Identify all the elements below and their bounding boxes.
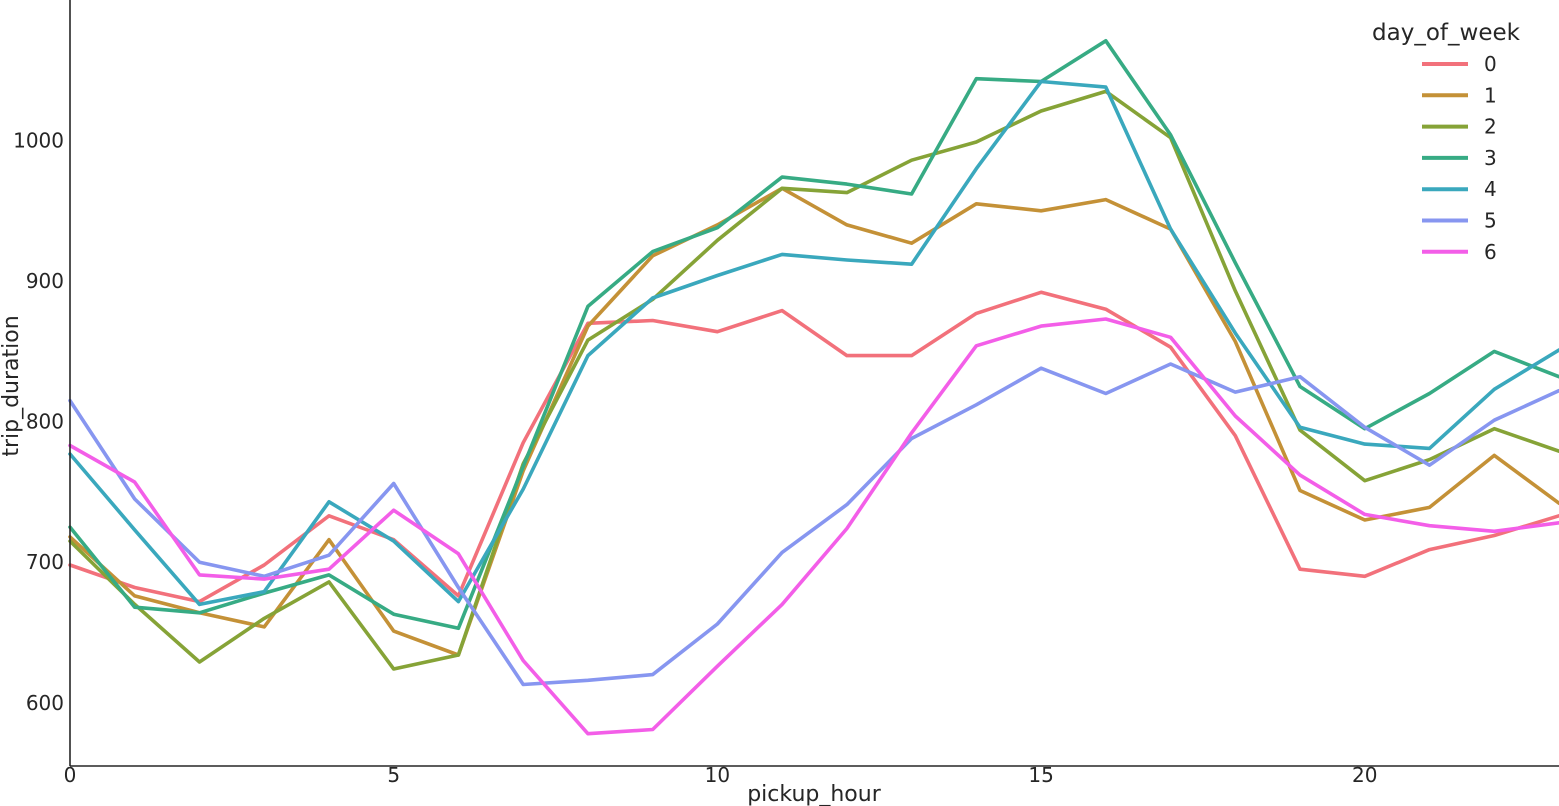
y-tick-label: 700 [26, 550, 64, 574]
x-tick-label: 0 [64, 763, 77, 787]
y-tick-label: 1000 [13, 129, 64, 153]
x-axis-title: pickup_hour [747, 782, 881, 806]
legend-label-2: 2 [1484, 115, 1497, 139]
x-tick-label: 20 [1352, 763, 1377, 787]
series-line-6 [68, 317, 1559, 736]
y-tick-label: 900 [26, 269, 64, 293]
series-line-3 [68, 38, 1559, 631]
legend-label-1: 1 [1484, 83, 1497, 107]
series-line-2 [68, 89, 1559, 671]
legend-label-3: 3 [1484, 146, 1497, 170]
x-tick-label: 10 [705, 763, 730, 787]
x-tick-label: 5 [387, 763, 400, 787]
legend-label-6: 6 [1484, 240, 1497, 264]
x-tick-label: 15 [1028, 763, 1053, 787]
x-tick-labels: 0 5 10 15 20 [64, 763, 1378, 787]
y-axis-title: trip_duration [0, 315, 24, 456]
legend-label-0: 0 [1484, 52, 1497, 76]
series-layer [68, 38, 1559, 736]
legend-label-5: 5 [1484, 209, 1497, 233]
y-tick-label: 800 [26, 410, 64, 434]
series-line-5 [68, 362, 1559, 687]
y-tick-label: 600 [26, 691, 64, 715]
series-line-1 [68, 186, 1559, 657]
y-tick-labels: 600 700 800 900 1000 [13, 129, 64, 715]
series-line-0 [68, 290, 1559, 604]
series-line-4 [68, 79, 1559, 607]
legend-title: day_of_week [1372, 20, 1521, 46]
axes-layer [69, 0, 1559, 767]
legend: day_of_week 0 1 2 3 4 5 6 [1372, 20, 1521, 264]
legend-label-4: 4 [1484, 177, 1497, 201]
